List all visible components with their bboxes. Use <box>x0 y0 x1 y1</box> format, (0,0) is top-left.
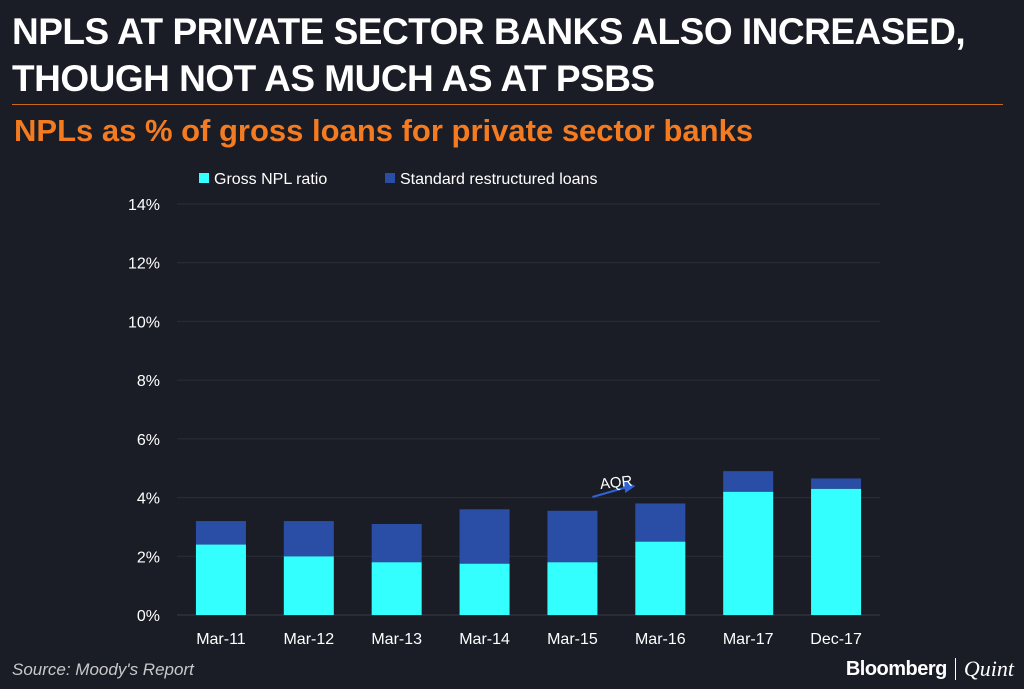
bar-standard-restructured <box>723 471 774 492</box>
title-line-2: THOUGH NOT AS MUCH AS AT PSBS <box>12 58 655 99</box>
title-line-1: NPLS AT PRIVATE SECTOR BANKS ALSO INCREA… <box>12 11 966 52</box>
x-tick-label: Mar-13 <box>371 631 422 648</box>
x-tick-label: Mar-11 <box>196 631 246 648</box>
legend-label: Standard restructured loans <box>400 171 597 188</box>
gridlines <box>177 203 880 616</box>
source-note: Source: Moody's Report <box>12 660 194 679</box>
x-tick-label: Dec-17 <box>810 631 862 648</box>
brand-logo: Bloomberg Quint <box>846 656 1014 682</box>
legend-swatch-restructured <box>385 173 395 183</box>
bar-standard-restructured <box>283 521 334 557</box>
aqr-arrow-line <box>592 486 628 498</box>
x-axis: Mar-11 Mar-12 Mar-13 Mar-14 Mar-15 Mar-16 Mar-… <box>196 631 862 648</box>
legend: Gross NPL ratio Standard restructured loa… <box>199 171 597 188</box>
y-tick-label: 4% <box>137 491 160 508</box>
aqr-arrow-head <box>623 480 636 493</box>
bar-gross-npl <box>459 563 510 615</box>
y-axis: 0% 2% 4% 6% 8% 10% 12% 14% <box>128 197 160 625</box>
bar-gross-npl <box>371 562 422 615</box>
bar-gross-npl <box>547 562 598 615</box>
bar-standard-restructured <box>371 523 422 563</box>
bar-standard-restructured <box>635 503 686 542</box>
brand-bloomberg: Bloomberg <box>845 657 948 680</box>
legend-label: Gross NPL ratio <box>214 171 327 188</box>
bar-standard-restructured <box>547 510 598 563</box>
x-tick-label: Mar-17 <box>723 631 774 648</box>
y-tick-label: 14% <box>128 197 160 214</box>
bar-gross-npl <box>723 491 774 615</box>
y-tick-label: 6% <box>137 432 160 449</box>
y-tick-label: 8% <box>137 373 160 390</box>
brand-separator <box>954 658 956 680</box>
brand-quint: Quint <box>963 656 1014 681</box>
bar-standard-restructured <box>195 521 246 545</box>
legend-swatch-gross-npl <box>199 173 209 183</box>
aqr-annotation: AQR <box>592 473 636 498</box>
bar-gross-npl <box>195 544 246 615</box>
bar-standard-restructured <box>811 478 862 489</box>
bar-gross-npl <box>811 488 862 615</box>
y-tick-label: 10% <box>128 314 160 331</box>
x-tick-label: Mar-14 <box>459 631 510 648</box>
bars <box>195 471 862 615</box>
chart-title: NPLS AT PRIVATE SECTOR BANKS ALSO INCREA… <box>12 8 1012 102</box>
x-tick-label: Mar-15 <box>547 631 598 648</box>
bar-gross-npl <box>635 541 686 615</box>
x-tick-label: Mar-16 <box>635 631 686 648</box>
bar-standard-restructured <box>459 509 510 564</box>
chart-subtitle: NPLs as % of gross loans for private sec… <box>14 113 754 148</box>
title-divider <box>12 104 1003 105</box>
y-tick-label: 12% <box>128 256 160 273</box>
x-tick-label: Mar-12 <box>283 631 334 648</box>
aqr-label: AQR <box>599 473 633 493</box>
y-tick-label: 0% <box>137 608 160 625</box>
bar-gross-npl <box>283 556 334 615</box>
y-tick-label: 2% <box>137 549 160 566</box>
